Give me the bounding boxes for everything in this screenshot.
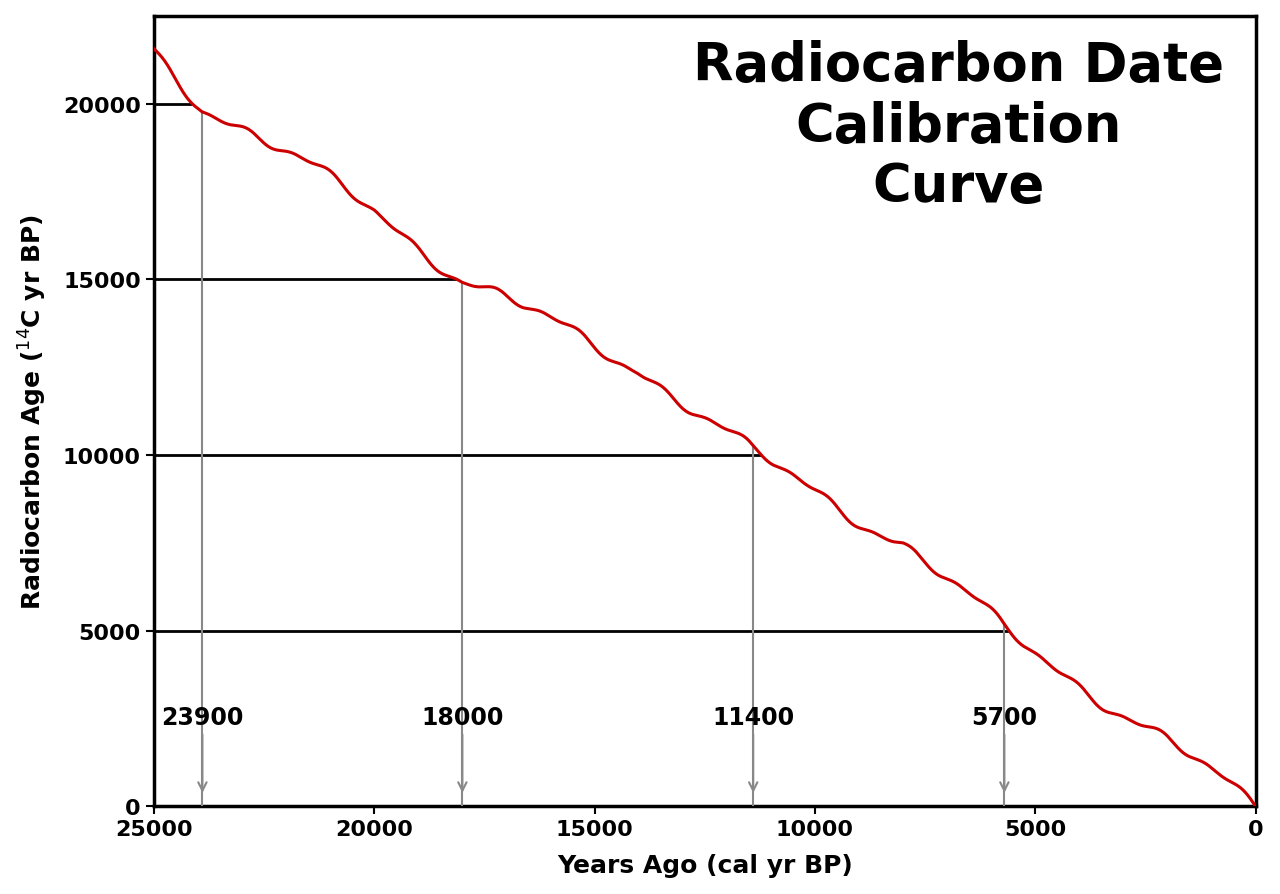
X-axis label: Years Ago (cal yr BP): Years Ago (cal yr BP) bbox=[557, 854, 852, 877]
Text: 5700: 5700 bbox=[972, 705, 1037, 790]
Text: 23900: 23900 bbox=[161, 705, 243, 790]
Text: 18000: 18000 bbox=[421, 705, 503, 790]
Y-axis label: Radiocarbon Age ($^{14}$C yr BP): Radiocarbon Age ($^{14}$C yr BP) bbox=[17, 214, 49, 609]
Text: 11400: 11400 bbox=[712, 705, 795, 790]
Text: Radiocarbon Date
Calibration
Curve: Radiocarbon Date Calibration Curve bbox=[692, 40, 1224, 213]
